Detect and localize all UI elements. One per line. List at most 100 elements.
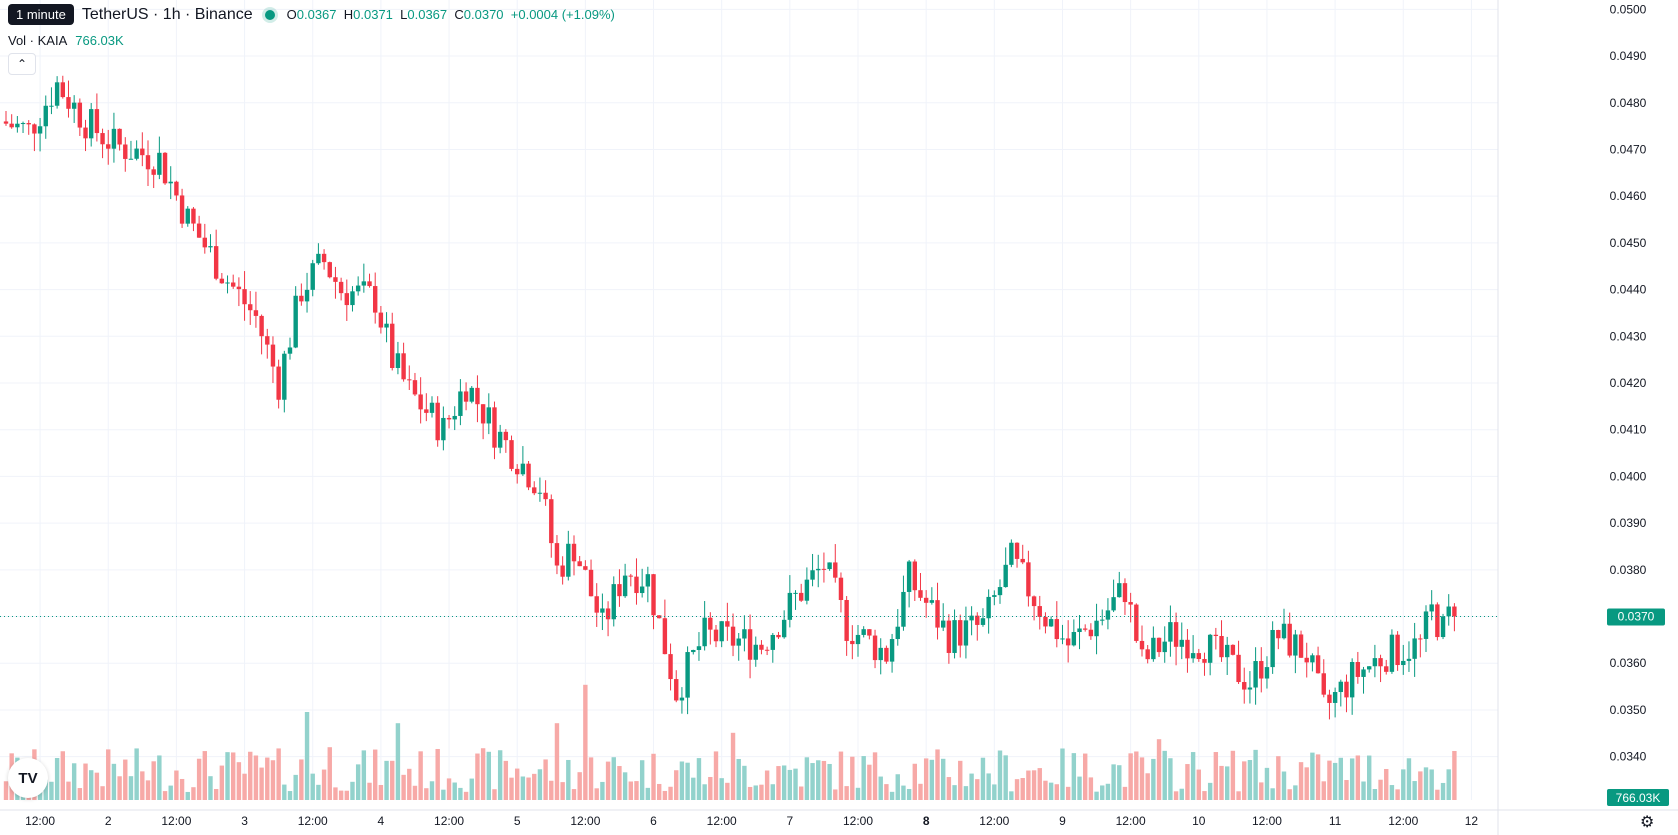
candle-body: [906, 561, 912, 592]
volume-bar: [696, 758, 702, 800]
candlesticks: [3, 75, 1457, 720]
volume-bar: [333, 787, 338, 800]
candle-body: [657, 615, 662, 619]
collapse-legend-button[interactable]: ⌃: [8, 53, 36, 75]
volume-bar: [685, 762, 690, 800]
volume-bar: [941, 758, 946, 800]
time-axis[interactable]: 12:00 2 12:00 3 12:00 4 12:00 5 12:00 6 12:00 7 12:0…: [25, 814, 1478, 828]
candle-body: [884, 647, 889, 662]
volume-bar: [503, 760, 509, 800]
candle-body: [560, 565, 565, 577]
candle-body: [89, 109, 94, 139]
volume-bar: [1202, 791, 1207, 800]
volume-bar: [1225, 766, 1230, 800]
candle-body: [1418, 638, 1423, 640]
candle-body: [628, 575, 633, 577]
volume-bar: [702, 784, 707, 800]
candle-body: [412, 380, 418, 395]
volume-bar: [1105, 783, 1111, 800]
volume-bar: [208, 776, 213, 800]
candle-body: [1179, 639, 1184, 647]
volume-bar: [401, 774, 406, 800]
gear-icon[interactable]: ⚙: [1640, 814, 1655, 831]
candle-body: [918, 590, 923, 598]
candle-body: [1111, 597, 1116, 611]
volume-bar: [901, 785, 906, 800]
volume-bar: [674, 770, 679, 800]
tradingview-logo-icon[interactable]: TV: [8, 758, 48, 798]
candle-body: [202, 237, 207, 248]
candle-body: [997, 587, 1003, 596]
volume-bar: [66, 781, 71, 800]
volume-bar: [787, 769, 793, 800]
volume-bar: [1446, 769, 1451, 800]
current-volume-label: 766.03K: [1607, 789, 1669, 806]
candle-body: [651, 574, 656, 616]
candle-body: [952, 620, 957, 653]
candle-body: [15, 123, 20, 128]
volume-bar: [174, 770, 179, 800]
volume-bar: [395, 723, 401, 800]
volume-bar: [770, 784, 775, 800]
candle-body: [174, 181, 179, 196]
y-tick-label: 0.0390: [1610, 516, 1647, 530]
candle-body: [253, 310, 259, 316]
volume-bar: [77, 788, 83, 800]
volume-bar: [452, 782, 457, 800]
volume-bar: [605, 761, 611, 800]
candle-body: [71, 102, 77, 109]
x-tick-label: 11: [1329, 814, 1342, 828]
candle-body: [1344, 681, 1349, 698]
volume-bar: [60, 751, 65, 800]
candle-body: [799, 592, 804, 601]
volume-bar: [1384, 768, 1389, 800]
volume-bar: [424, 788, 429, 800]
volume-bar: [123, 759, 128, 800]
candle-body: [1196, 653, 1201, 660]
x-tick-label: 12:00: [570, 814, 600, 828]
candle-body: [980, 618, 986, 625]
volume-bar: [1236, 791, 1241, 800]
symbol-title[interactable]: TetherUS · 1h · Binance: [81, 5, 253, 23]
volume-bar: [378, 784, 384, 800]
volume-bar: [293, 774, 298, 800]
volume-bar: [1179, 788, 1184, 800]
candle-body: [588, 569, 594, 597]
candle-body: [270, 344, 276, 367]
volume-bar: [1071, 753, 1077, 800]
volume-bar: [1173, 791, 1179, 800]
volume-bar: [157, 755, 162, 800]
volume-bar: [532, 773, 537, 800]
volume-bar: [691, 777, 696, 800]
candle-body: [43, 105, 48, 127]
x-tick-label: 5: [514, 814, 521, 828]
price-axis[interactable]: 0.0500 0.0490 0.0480 0.0470 0.0460 0.0450 0.04…: [1610, 2, 1647, 763]
y-tick-label: 0.0450: [1610, 236, 1647, 250]
volume-bar: [145, 780, 151, 800]
volume-bar: [549, 780, 554, 800]
candle-body: [929, 600, 935, 603]
volume-bar: [668, 786, 673, 800]
volume-bar: [469, 778, 474, 800]
candle-body: [1026, 562, 1031, 597]
current-price-label: 0.0370: [1607, 608, 1665, 626]
volume-bar: [1332, 762, 1338, 800]
timeframe-tooltip[interactable]: 1 minute: [8, 4, 74, 25]
candle-body: [1065, 638, 1071, 646]
candle-body: [1293, 634, 1298, 656]
x-tick-label: 12:00: [979, 814, 1009, 828]
candle-body: [923, 597, 929, 603]
candle-body: [168, 181, 173, 184]
volume-bar: [617, 766, 622, 800]
candle-body: [333, 277, 338, 282]
volume-bar: [747, 786, 753, 800]
candle-body: [872, 635, 878, 661]
candle-body: [1287, 623, 1292, 656]
candle-body: [1100, 619, 1105, 621]
volume-bar: [1321, 781, 1326, 800]
candle-body: [145, 155, 151, 170]
volume-bar: [1009, 791, 1014, 800]
candle-body: [1332, 692, 1338, 703]
candle-body: [1225, 644, 1230, 658]
